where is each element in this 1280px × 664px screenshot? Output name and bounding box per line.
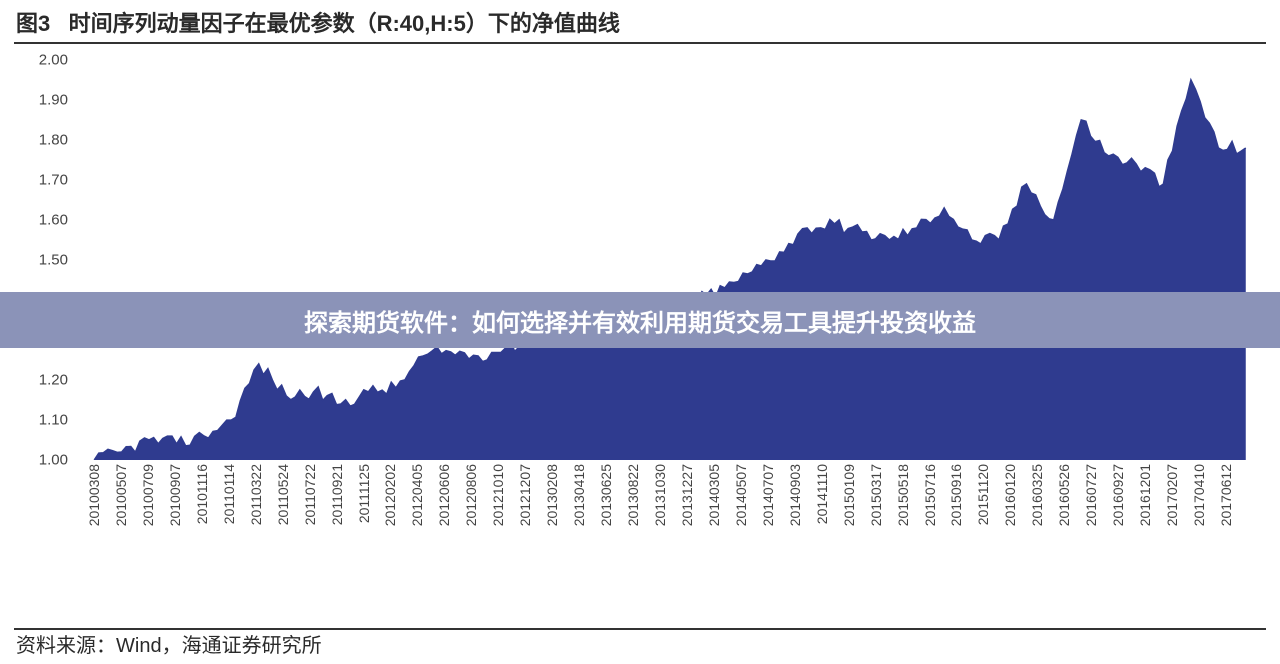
x-tick-label: 20140707: [760, 464, 776, 526]
plot-area: [80, 60, 1260, 460]
x-tick-label: 20130822: [625, 464, 641, 526]
x-tick-label: 20101116: [194, 464, 210, 524]
title-prefix: 图3: [16, 11, 50, 36]
y-tick-label: 1.60: [39, 212, 68, 229]
source-text: Wind，海通证券研究所: [116, 635, 322, 657]
x-tick-label: 20140305: [706, 464, 722, 526]
x-tick-label: 20110114: [221, 464, 237, 524]
x-tick-label: 20130418: [571, 464, 587, 526]
x-tick-label: 20161201: [1137, 464, 1153, 526]
x-tick-label: 20150716: [922, 464, 938, 526]
chart-title: 图3 时间序列动量因子在最优参数（R:40,H:5）下的净值曲线: [0, 0, 1280, 42]
x-tick-label: 20120606: [436, 464, 452, 526]
overlay-text: 探索期货软件：如何选择并有效利用期货交易工具提升投资收益: [304, 303, 976, 338]
x-tick-label: 20100709: [140, 464, 156, 526]
x-tick-label: 20131030: [652, 464, 668, 526]
y-tick-label: 1.70: [39, 172, 68, 189]
x-tick-label: 20150317: [868, 464, 884, 526]
x-tick-label: 20130208: [544, 464, 560, 526]
x-tick-label: 20160325: [1029, 464, 1045, 526]
x-tick-label: 20160927: [1110, 464, 1126, 526]
x-tick-label: 20110322: [248, 464, 264, 525]
x-tick-label: 20140507: [733, 464, 749, 526]
x-tick-label: 20170612: [1218, 464, 1234, 526]
y-tick-label: 1.00: [39, 452, 68, 469]
y-axis: 1.001.101.201.301.401.501.601.701.801.90…: [20, 60, 74, 460]
source-citation: 资料来源：Wind，海通证券研究所: [16, 629, 322, 658]
overlay-banner: 探索期货软件：如何选择并有效利用期货交易工具提升投资收益: [0, 292, 1280, 348]
x-tick-label: 20100507: [113, 464, 129, 526]
x-tick-label: 20141110: [814, 464, 830, 524]
title-rule: [14, 42, 1266, 44]
x-tick-label: 20151120: [975, 464, 991, 525]
x-tick-label: 20120806: [463, 464, 479, 526]
line-chart-svg: [80, 60, 1260, 460]
x-tick-label: 20110921: [329, 464, 345, 525]
y-tick-label: 1.50: [39, 252, 68, 269]
x-tick-label: 20170410: [1191, 464, 1207, 526]
series-area: [94, 80, 1246, 460]
x-axis: 20100308 20100507 20100709 20100907 20101116…: [80, 464, 1260, 574]
y-tick-label: 1.80: [39, 132, 68, 149]
x-tick-label: 20120405: [409, 464, 425, 526]
x-tick-label: 20160526: [1056, 464, 1072, 526]
x-tick-label: 20131227: [679, 464, 695, 526]
title-text: 时间序列动量因子在最优参数（R:40,H:5）下的净值曲线: [69, 11, 620, 36]
x-tick-label: 20121010: [490, 464, 506, 526]
source-label: 资料来源：: [16, 635, 116, 657]
x-tick-label: 20100308: [86, 464, 102, 526]
x-tick-label: 20160727: [1083, 464, 1099, 526]
x-tick-label: 20160120: [1002, 464, 1018, 526]
y-tick-label: 1.20: [39, 372, 68, 389]
x-tick-label: 20100907: [167, 464, 183, 526]
x-tick-label: 20170207: [1164, 464, 1180, 526]
x-tick-label: 20110722: [302, 464, 318, 525]
x-tick-label: 20110524: [275, 464, 291, 525]
x-tick-label: 20150518: [895, 464, 911, 526]
x-tick-label: 20140903: [787, 464, 803, 526]
x-tick-label: 20150109: [841, 464, 857, 526]
x-tick-label: 20150916: [948, 464, 964, 526]
x-tick-label: 20111125: [356, 464, 372, 523]
y-tick-label: 2.00: [39, 52, 68, 69]
x-tick-label: 20121207: [517, 464, 533, 526]
x-tick-label: 20120202: [382, 464, 398, 526]
y-tick-label: 1.90: [39, 92, 68, 109]
y-tick-label: 1.10: [39, 412, 68, 429]
x-tick-label: 20130625: [598, 464, 614, 526]
